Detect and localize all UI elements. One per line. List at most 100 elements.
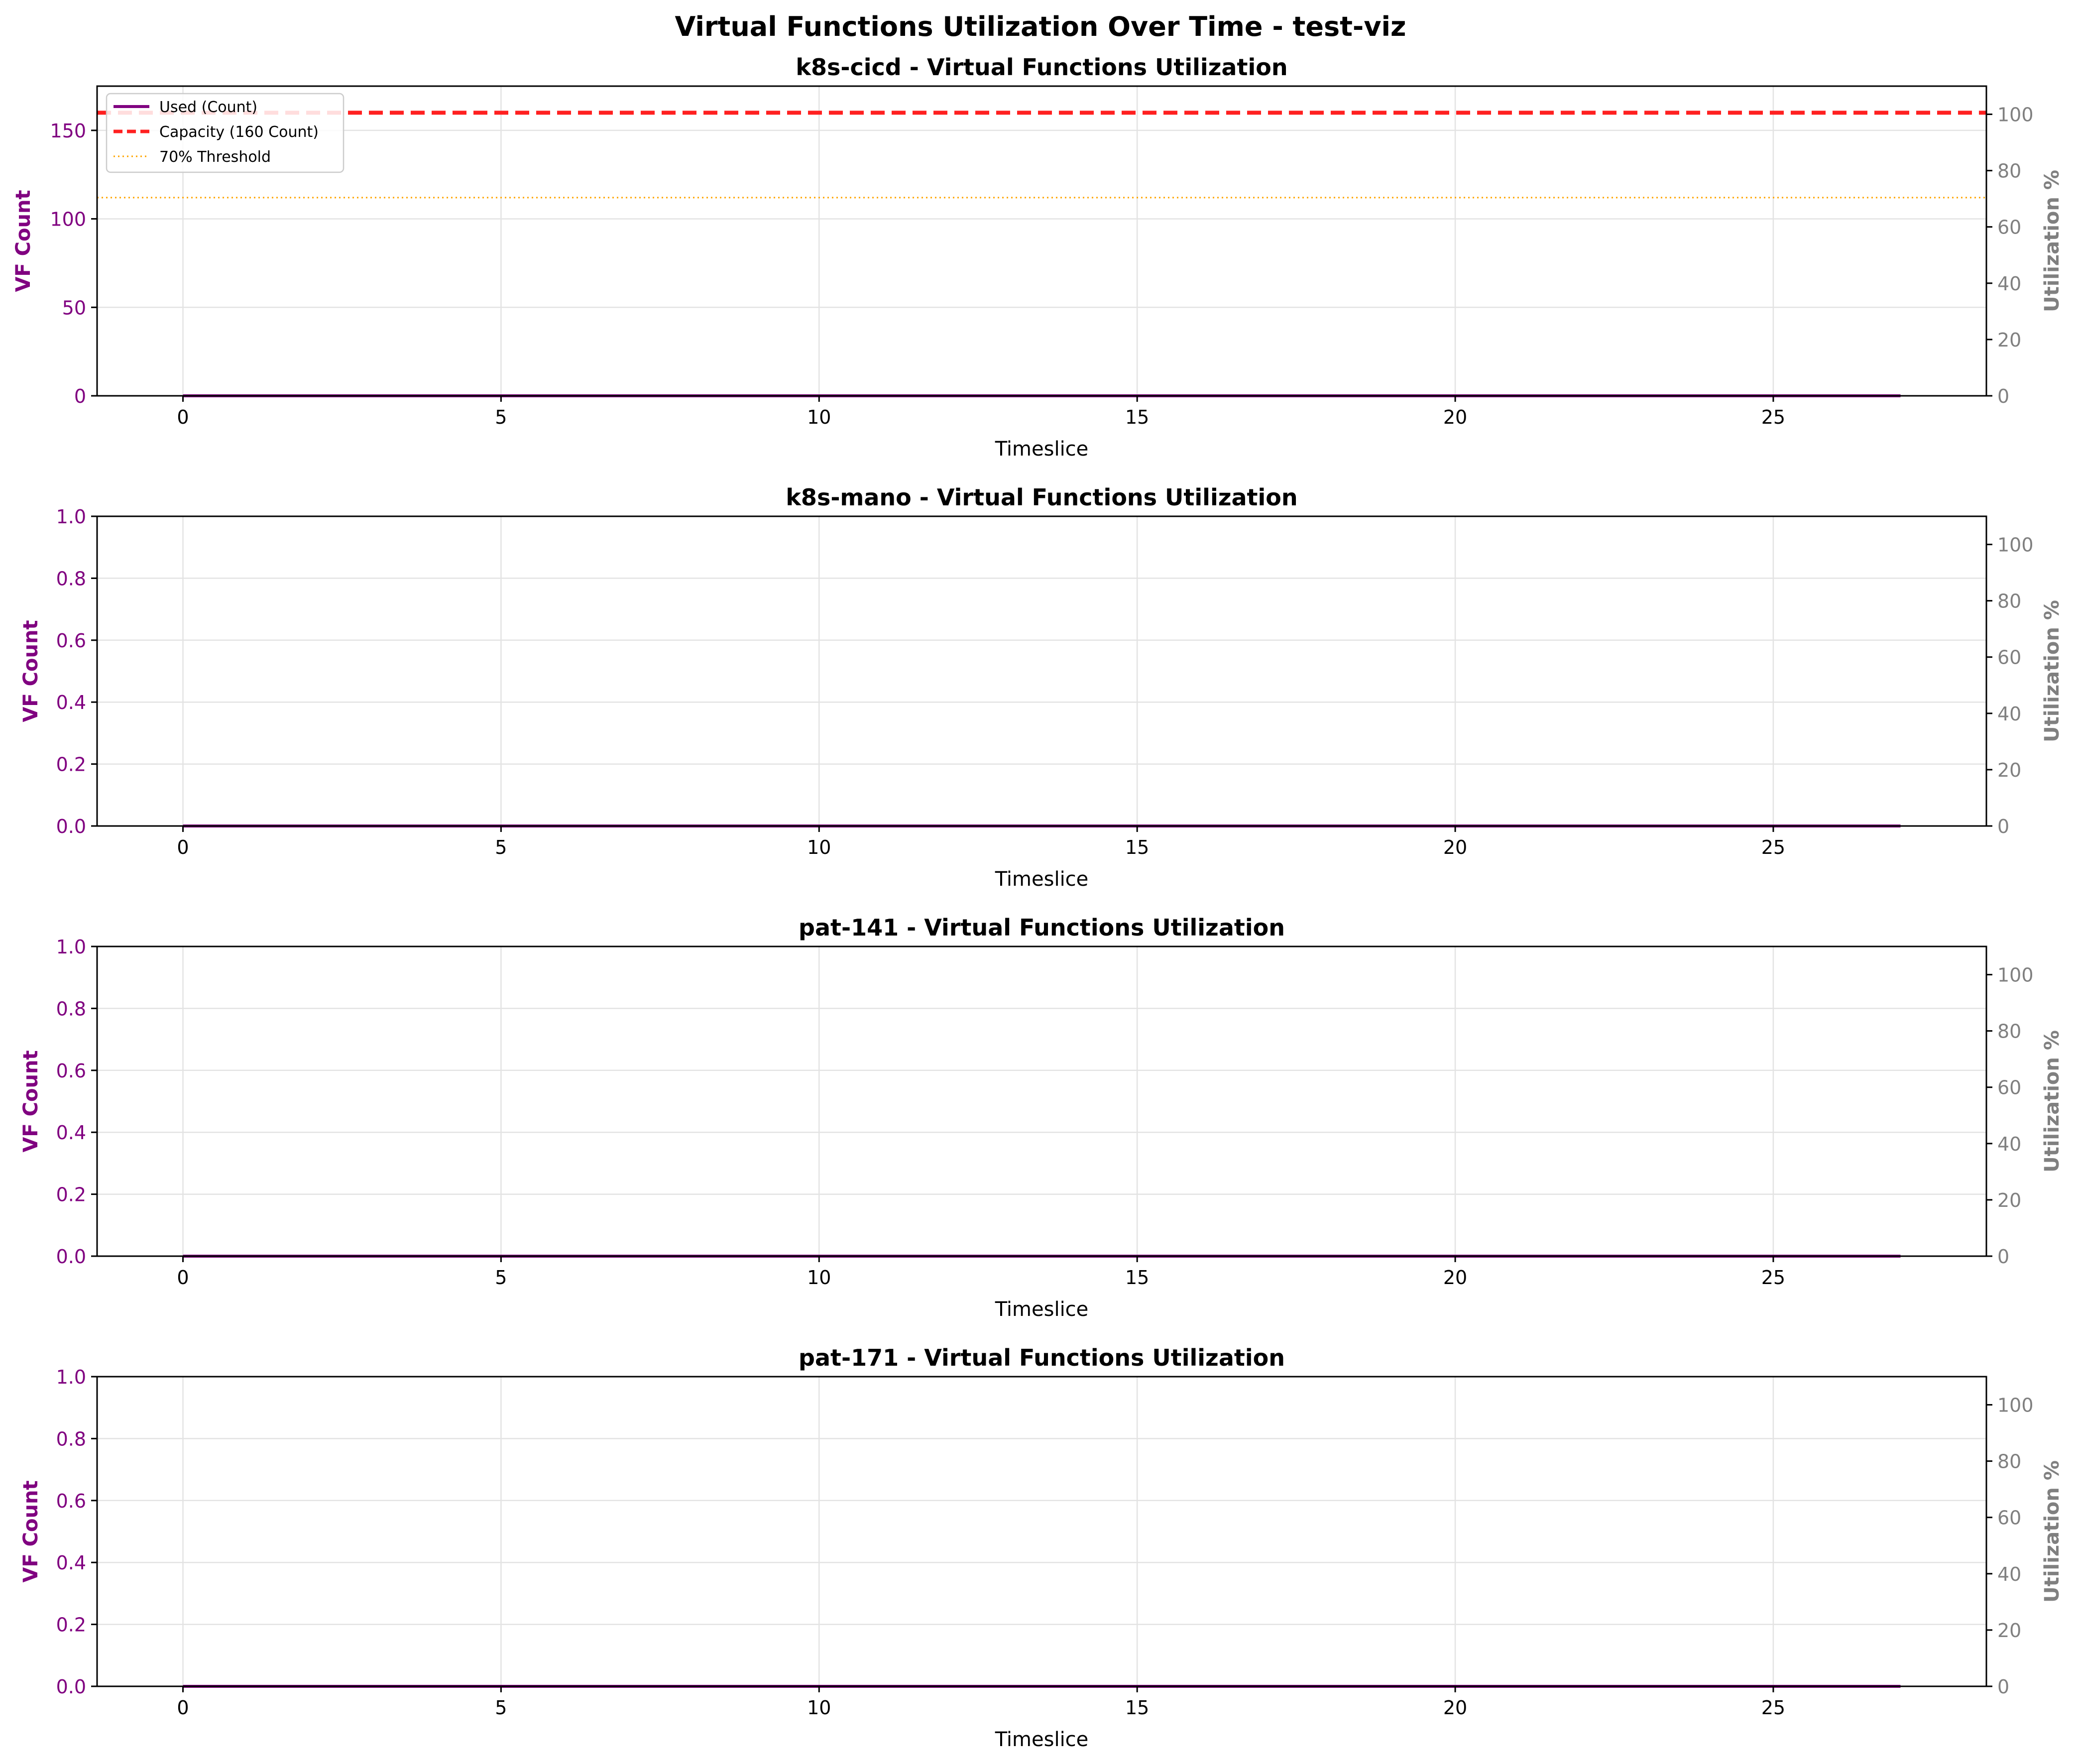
x-axis-label: Timeslice xyxy=(995,868,1089,891)
subplot-2: pat-141 - Virtual Functions Utilization 0… xyxy=(19,914,2064,1321)
plot-frame xyxy=(96,515,1987,827)
y-tick-label: 0.2 xyxy=(56,754,86,776)
y2-axis-label: Utilization % xyxy=(2041,600,2064,742)
x-axis-label: Timeslice xyxy=(995,1298,1089,1321)
x-tick-label: 5 xyxy=(495,1267,507,1289)
subplot-1: k8s-mano - Virtual Functions Utilization… xyxy=(19,484,2064,891)
y-tick-label: 100 xyxy=(50,209,86,231)
y2-tick-label: 0 xyxy=(1997,1246,2009,1268)
legend-label: Used (Count) xyxy=(159,99,257,116)
y-tick-label: 0.0 xyxy=(56,816,86,837)
y-tick-label: 0.6 xyxy=(56,630,86,652)
y2-tick-label: 80 xyxy=(1997,590,2021,612)
y-tick-label: 50 xyxy=(62,297,86,319)
y2-tick-label: 100 xyxy=(1997,1395,2034,1416)
y2-tick-label: 20 xyxy=(1997,329,2021,351)
y2-tick-label: 100 xyxy=(1997,534,2034,556)
plot-frame xyxy=(96,945,1987,1257)
x-tick-label: 0 xyxy=(177,406,189,428)
x-tick-label: 10 xyxy=(807,1697,831,1719)
legend-label: Capacity (160 Count) xyxy=(159,123,319,141)
x-tick-label: 20 xyxy=(1443,406,1467,428)
subplots: k8s-cicd - Virtual Functions Utilization… xyxy=(12,54,2064,1751)
x-tick-label: 20 xyxy=(1443,1267,1467,1289)
subplot-title: pat-171 - Virtual Functions Utilization xyxy=(799,1344,1285,1371)
y2-tick-label: 40 xyxy=(1997,1563,2021,1585)
x-tick-label: 25 xyxy=(1761,836,1785,858)
y-tick-label: 0.6 xyxy=(56,1490,86,1512)
x-tick-label: 25 xyxy=(1761,406,1785,428)
legend: Used (Count) Capacity (160 Count) 70% Thre… xyxy=(106,93,345,173)
y-axis-label: VF Count xyxy=(12,190,35,292)
x-tick-label: 0 xyxy=(177,1267,189,1289)
x-tick-label: 5 xyxy=(495,836,507,858)
x-axis-label: Timeslice xyxy=(995,1728,1089,1751)
x-tick-label: 5 xyxy=(495,1697,507,1719)
subplot-title: k8s-mano - Virtual Functions Utilization xyxy=(786,484,1297,511)
x-tick-label: 15 xyxy=(1125,1697,1149,1719)
y-tick-label: 0.4 xyxy=(56,692,86,713)
y-tick-label: 0.0 xyxy=(56,1246,86,1268)
x-tick-label: 0 xyxy=(177,836,189,858)
x-tick-label: 15 xyxy=(1125,1267,1149,1289)
x-tick-label: 5 xyxy=(495,406,507,428)
subplot-title: pat-141 - Virtual Functions Utilization xyxy=(799,914,1285,941)
y2-axis-label: Utilization % xyxy=(2041,1030,2064,1173)
y-tick-label: 1.0 xyxy=(56,506,86,528)
subplot-3: pat-171 - Virtual Functions Utilization 0… xyxy=(19,1344,2064,1751)
x-axis-label: Timeslice xyxy=(995,438,1089,461)
y-axis-label: VF Count xyxy=(19,1480,42,1582)
y2-tick-label: 40 xyxy=(1997,1133,2021,1155)
x-tick-label: 10 xyxy=(807,1267,831,1289)
x-tick-label: 15 xyxy=(1125,406,1149,428)
y-axis-label: VF Count xyxy=(19,1050,42,1152)
x-tick-label: 20 xyxy=(1443,1697,1467,1719)
y-tick-label: 0.2 xyxy=(56,1184,86,1206)
y2-tick-label: 60 xyxy=(1997,647,2021,669)
legend-box xyxy=(106,93,345,173)
subplot-0: k8s-cicd - Virtual Functions Utilization… xyxy=(12,54,2064,461)
y-tick-label: 0.4 xyxy=(56,1552,86,1574)
y-tick-label: 150 xyxy=(50,120,86,142)
y2-tick-label: 40 xyxy=(1997,273,2021,295)
x-tick-label: 10 xyxy=(807,836,831,858)
y-tick-label: 0.2 xyxy=(56,1614,86,1636)
y2-tick-label: 100 xyxy=(1997,964,2034,986)
y2-tick-label: 60 xyxy=(1997,1077,2021,1099)
y2-tick-label: 80 xyxy=(1997,160,2021,182)
y-tick-label: 1.0 xyxy=(56,936,86,958)
y2-tick-label: 0 xyxy=(1997,385,2009,407)
y-tick-label: 0 xyxy=(74,385,86,407)
y-tick-label: 0.8 xyxy=(56,998,86,1020)
y-tick-label: 0.4 xyxy=(56,1122,86,1144)
x-tick-label: 15 xyxy=(1125,836,1149,858)
y2-tick-label: 0 xyxy=(1997,1676,2009,1698)
plot-frame xyxy=(96,1376,1987,1687)
y2-tick-label: 20 xyxy=(1997,1189,2021,1211)
y2-tick-label: 80 xyxy=(1997,1451,2021,1473)
y-tick-label: 0.0 xyxy=(56,1676,86,1698)
y-tick-label: 0.6 xyxy=(56,1060,86,1082)
y-axis-label: VF Count xyxy=(19,620,42,722)
y2-tick-label: 20 xyxy=(1997,759,2021,781)
y2-tick-label: 60 xyxy=(1997,1507,2021,1529)
x-tick-label: 25 xyxy=(1761,1267,1785,1289)
y2-tick-label: 40 xyxy=(1997,703,2021,725)
legend-label: 70% Threshold xyxy=(159,148,271,166)
y2-axis-label: Utilization % xyxy=(2041,170,2064,312)
y2-tick-label: 100 xyxy=(1997,104,2034,126)
y2-axis-label: Utilization % xyxy=(2041,1460,2064,1603)
x-tick-label: 0 xyxy=(177,1697,189,1719)
y2-tick-label: 80 xyxy=(1997,1021,2021,1043)
x-tick-label: 20 xyxy=(1443,836,1467,858)
y2-tick-label: 60 xyxy=(1997,217,2021,238)
y2-tick-label: 20 xyxy=(1997,1620,2021,1642)
y-tick-label: 1.0 xyxy=(56,1366,86,1388)
plot-frame xyxy=(96,85,1987,397)
y2-tick-label: 0 xyxy=(1997,816,2009,837)
x-tick-label: 25 xyxy=(1761,1697,1785,1719)
x-tick-label: 10 xyxy=(807,406,831,428)
y-tick-label: 0.8 xyxy=(56,1428,86,1450)
figure-title: Virtual Functions Utilization Over Time … xyxy=(675,11,1406,42)
